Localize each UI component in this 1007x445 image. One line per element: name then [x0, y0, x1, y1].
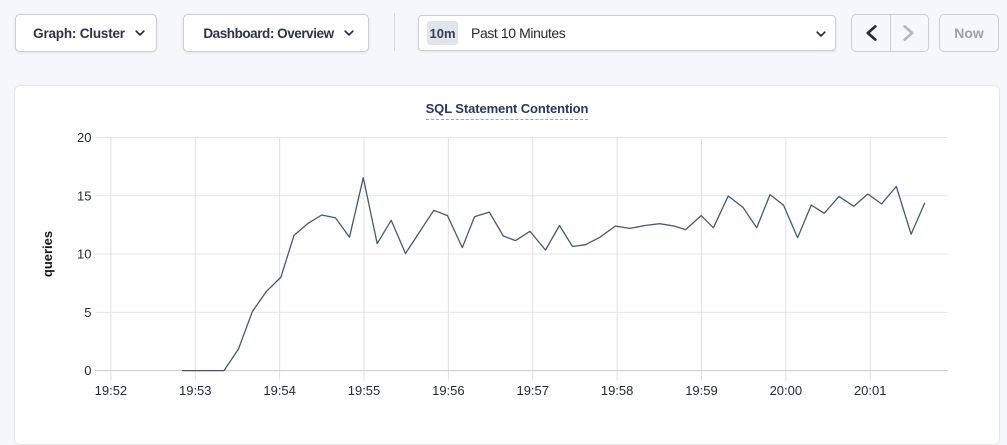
svg-text:19:59: 19:59	[685, 383, 718, 398]
svg-text:19:57: 19:57	[516, 383, 549, 398]
svg-text:19:52: 19:52	[95, 383, 128, 398]
svg-text:0: 0	[84, 363, 91, 378]
svg-text:5: 5	[84, 305, 91, 320]
svg-text:19:56: 19:56	[432, 383, 465, 398]
svg-text:20:00: 20:00	[770, 383, 803, 398]
svg-text:19:54: 19:54	[263, 383, 296, 398]
svg-text:20:01: 20:01	[854, 383, 887, 398]
svg-text:queries: queries	[40, 231, 55, 277]
svg-text:19:53: 19:53	[179, 383, 212, 398]
svg-text:19:55: 19:55	[348, 383, 381, 398]
svg-text:15: 15	[77, 188, 91, 203]
svg-text:19:58: 19:58	[601, 383, 634, 398]
svg-text:10: 10	[77, 247, 91, 262]
svg-text:20: 20	[77, 130, 91, 145]
